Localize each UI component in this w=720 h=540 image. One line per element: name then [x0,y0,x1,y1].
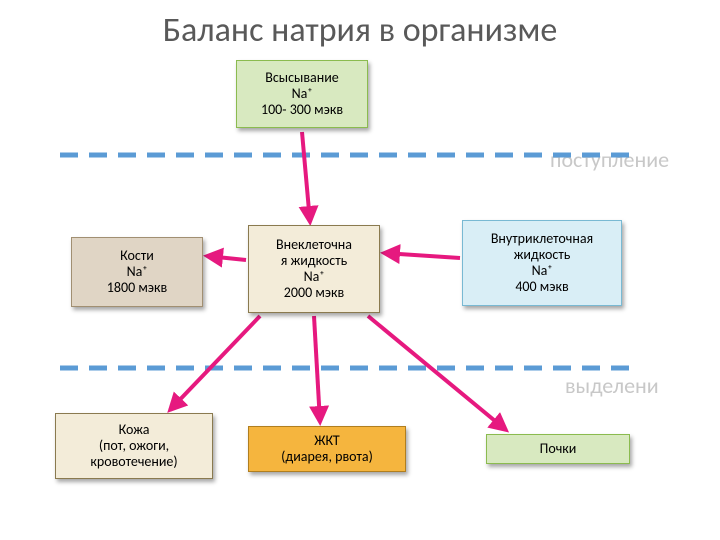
box-gi: ЖКТ(диарея, рвота) [248,426,406,472]
box-skin: Кожа(пот, ожоги,кровотечение) [55,413,213,479]
box-line: (пот, ожоги, [99,438,169,454]
box-line: кровотечение) [90,454,177,470]
box-line: Na⁺ [127,264,148,280]
box-line: 100- 300 мэкв [261,102,343,118]
box-line: Na⁺ [532,263,553,279]
arrow-ecf-to-gi [314,316,320,422]
box-line: Почки [540,441,577,457]
page-title: Баланс натрия в организме [0,10,720,51]
arrow-ecf-to-bones [207,256,246,260]
box-line: (диарея, рвота) [281,449,373,465]
box-absorption: ВсысываниеNa⁺100- 300 мэкв [236,60,368,128]
box-line: 2000 мэкв [284,285,344,301]
box-line: я жидкость [281,253,347,269]
box-line: Na⁺ [304,269,325,285]
arrow-ecf-to-skin [170,316,260,410]
arrow-icf-to-ecf [384,253,460,258]
section-label-intake: поступление [550,148,720,171]
box-line: Na⁺ [292,86,313,102]
box-line: жидкость [514,247,571,263]
box-kidneys: Почки [486,434,630,464]
arrow-ecf-to-kidneys [368,316,506,430]
box-line: 400 мэкв [515,279,568,295]
box-line: Всысывание [265,70,339,86]
box-icf: ВнутриклеточнаяжидкостьNa⁺400 мэкв [462,220,622,306]
box-ecf: Внеклеточная жидкостьNa⁺2000 мэкв [248,225,380,313]
arrow-absorption-to-ecf [302,132,310,222]
box-line: ЖКТ [314,433,339,449]
box-line: Внеклеточна [276,237,352,253]
box-line: Внутриклеточная [491,231,593,247]
box-line: Кожа [119,422,150,438]
box-line: 1800 мэкв [107,280,167,296]
box-line: Кости [120,248,154,264]
box-bones: КостиNa⁺1800 мэкв [71,237,203,307]
section-label-excretion: выделени [565,372,659,399]
